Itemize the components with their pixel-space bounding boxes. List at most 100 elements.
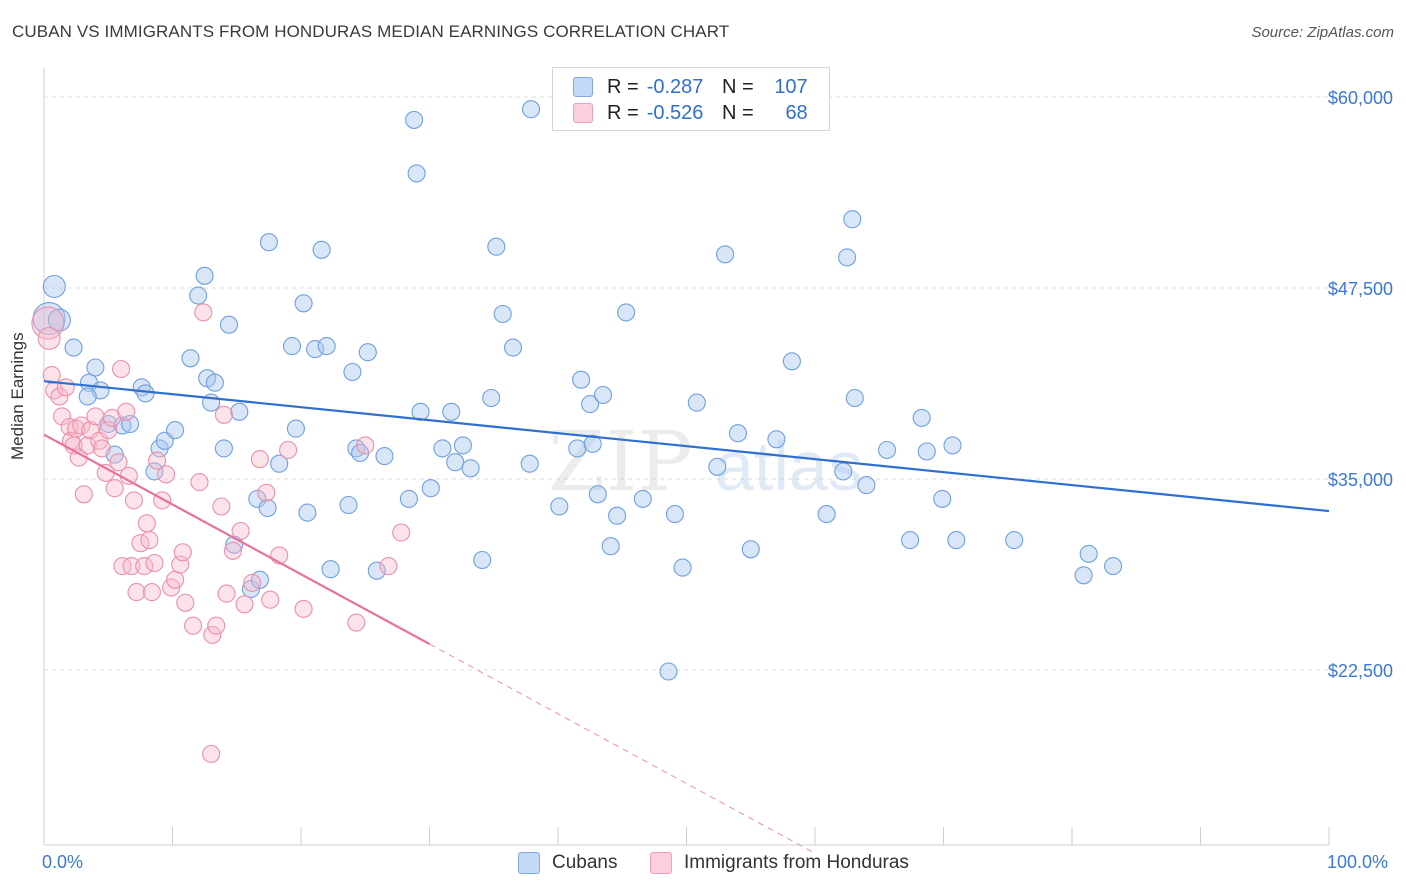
legend-row-honduras: R = -0.526 N = 68 bbox=[573, 101, 808, 125]
data-point-cubans bbox=[442, 402, 461, 421]
data-point-honduras bbox=[135, 557, 154, 576]
data-point-cubans bbox=[782, 352, 801, 371]
data-point-cubans bbox=[493, 304, 512, 324]
data-point-cubans bbox=[933, 489, 952, 508]
data-point-cubans bbox=[583, 434, 602, 453]
data-point-cubans bbox=[550, 497, 569, 516]
data-point-honduras bbox=[217, 584, 236, 603]
data-point-cubans bbox=[339, 495, 358, 515]
trend-extension-honduras bbox=[429, 643, 816, 854]
data-point-honduras bbox=[257, 483, 276, 502]
data-point-cubans bbox=[728, 424, 747, 443]
data-point-honduras bbox=[37, 326, 61, 350]
data-point-cubans bbox=[843, 210, 862, 229]
data-point-cubans bbox=[282, 337, 302, 356]
bottom-legend-cubans: Cubans bbox=[518, 852, 618, 874]
data-point-honduras bbox=[92, 439, 111, 458]
data-point-cubans bbox=[877, 440, 897, 460]
data-point-cubans bbox=[901, 531, 920, 550]
data-point-honduras bbox=[122, 557, 141, 576]
data-point-cubans bbox=[433, 439, 452, 458]
data-point-honduras bbox=[72, 416, 91, 435]
data-point-cubans bbox=[572, 370, 591, 389]
data-point-cubans bbox=[195, 266, 214, 285]
data-point-cubans bbox=[270, 454, 289, 473]
data-point-cubans bbox=[659, 662, 678, 681]
legend-swatch-cubans bbox=[573, 77, 593, 97]
data-point-cubans bbox=[294, 294, 313, 313]
bottom-legend-label-cubans: Cubans bbox=[552, 852, 618, 873]
data-point-cubans bbox=[298, 503, 317, 522]
data-point-cubans bbox=[286, 419, 305, 438]
data-point-honduras bbox=[279, 440, 298, 460]
bottom-legend-swatch-honduras bbox=[650, 852, 672, 874]
legend-n-label: N = bbox=[722, 101, 754, 124]
data-point-cubans bbox=[1104, 557, 1123, 576]
data-point-cubans bbox=[912, 408, 931, 427]
data-point-honduras bbox=[235, 595, 254, 614]
data-point-cubans bbox=[708, 457, 727, 476]
data-point-honduras bbox=[105, 479, 124, 498]
data-point-cubans bbox=[375, 447, 394, 466]
data-point-cubans bbox=[421, 479, 440, 498]
data-point-cubans bbox=[86, 358, 105, 377]
data-point-cubans bbox=[407, 164, 426, 183]
data-point-cubans bbox=[608, 506, 627, 525]
legend-n-value-honduras: 68 bbox=[785, 101, 808, 124]
watermark-atlas: atlas bbox=[715, 427, 863, 505]
data-point-honduras bbox=[56, 378, 75, 397]
data-point-honduras bbox=[190, 473, 209, 492]
trend-line-cubans bbox=[43, 380, 1330, 513]
data-point-cubans bbox=[461, 459, 480, 478]
data-point-cubans bbox=[453, 436, 472, 455]
x-tick-label-min: 0.0% bbox=[42, 852, 84, 872]
data-point-honduras bbox=[78, 436, 97, 455]
x-tick-label-max: 100.0% bbox=[1327, 852, 1389, 872]
data-point-cubans bbox=[520, 454, 539, 473]
data-point-honduras bbox=[392, 523, 411, 542]
data-point-cubans bbox=[601, 537, 620, 556]
data-point-honduras bbox=[112, 359, 131, 379]
data-point-cubans bbox=[838, 248, 857, 267]
data-point-honduras bbox=[294, 599, 313, 618]
data-point-honduras bbox=[157, 465, 176, 484]
data-point-honduras bbox=[137, 514, 156, 533]
data-point-honduras bbox=[379, 557, 398, 576]
data-point-honduras bbox=[124, 491, 143, 510]
data-point-cubans bbox=[617, 303, 636, 322]
data-point-honduras bbox=[117, 402, 136, 421]
data-point-cubans bbox=[665, 505, 684, 524]
data-point-honduras bbox=[86, 407, 105, 426]
correlation-legend: R = -0.287 N = 107 R = -0.526 N = 68 bbox=[552, 67, 830, 131]
data-point-cubans bbox=[230, 402, 249, 421]
data-point-honduras bbox=[207, 616, 226, 635]
data-point-honduras bbox=[50, 387, 69, 406]
y-tick-label: $60,000 bbox=[1328, 88, 1393, 108]
data-point-cubans bbox=[259, 233, 278, 252]
data-point-cubans bbox=[1079, 544, 1098, 563]
data-point-cubans bbox=[248, 489, 267, 508]
data-point-cubans bbox=[767, 430, 786, 449]
data-point-cubans bbox=[358, 343, 377, 362]
data-point-honduras bbox=[176, 593, 195, 612]
data-point-honduras bbox=[42, 366, 61, 385]
legend-r-label: R = bbox=[607, 101, 639, 124]
data-point-cubans bbox=[917, 442, 936, 461]
data-point-cubans bbox=[317, 337, 336, 356]
data-point-honduras bbox=[67, 419, 86, 438]
data-point-honduras bbox=[31, 306, 65, 340]
series-cubans bbox=[32, 100, 1123, 681]
bottom-legend-swatch-cubans bbox=[518, 852, 540, 874]
data-point-cubans bbox=[145, 462, 164, 481]
data-point-cubans bbox=[64, 338, 83, 357]
bottom-legend-label-honduras: Immigrants from Honduras bbox=[684, 852, 909, 873]
data-point-cubans bbox=[473, 550, 492, 570]
data-point-cubans bbox=[687, 393, 706, 412]
y-tick-label: $47,500 bbox=[1328, 279, 1393, 299]
data-point-cubans bbox=[503, 338, 523, 357]
data-point-honduras bbox=[203, 625, 222, 644]
data-point-cubans bbox=[817, 505, 836, 524]
data-point-cubans bbox=[321, 560, 340, 579]
trend-line-honduras bbox=[43, 433, 431, 645]
